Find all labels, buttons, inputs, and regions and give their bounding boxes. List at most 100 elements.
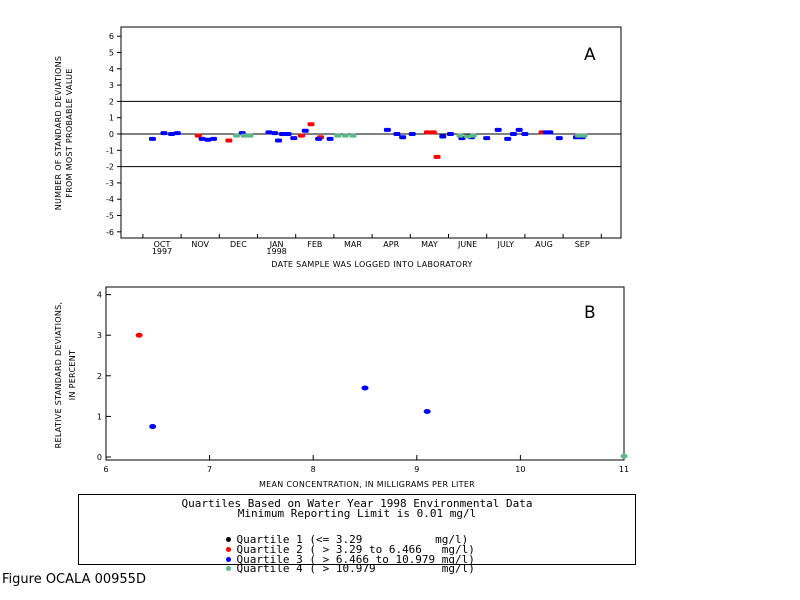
legend-title-line2: Minimum Reporting Limit is 0.01 mg/l: [237, 507, 477, 520]
quartile-3-marker-icon: [225, 557, 231, 562]
data-point-quartile-3: [504, 136, 512, 141]
x-tick-label: 10: [515, 465, 525, 474]
x-tick-label: DEC: [230, 240, 247, 249]
panel-b-y-ticks: 4 3 2 1 0: [97, 291, 111, 462]
data-point-quartile-3: [173, 131, 181, 136]
data-point-quartile-4: [349, 133, 357, 138]
data-point-quartile-3: [555, 136, 563, 141]
y-tick-label: 2: [97, 372, 102, 381]
data-point-quartile-3: [210, 136, 218, 141]
y-tick-label: -4: [106, 195, 114, 204]
x-tick-label: 6: [103, 465, 108, 474]
data-point-quartile-4: [580, 133, 588, 138]
panel-b-y-axis-title-line1: RELATIVE STANDARD DEVIATIONS,: [54, 302, 63, 449]
data-point-quartile-3: [439, 134, 447, 139]
legend-entry-quartile-4: Quartile 4 ( > 10.979 mg/l): [199, 552, 475, 585]
quartile-4-marker-icon: [225, 566, 231, 571]
x-tick-label: FEB: [307, 240, 322, 249]
data-point-quartile-3: [168, 132, 176, 136]
legend-box: Quartiles Based on Water Year 1998 Envir…: [78, 494, 636, 574]
data-point-quartile-3: [399, 135, 407, 140]
x-tick-label: APR: [383, 240, 399, 249]
panel-a-y-ticks: 6 5 4 3 2 1 0 -1 -2 -3 -4 -5 -6: [106, 32, 121, 237]
data-point-quartile-3: [521, 132, 529, 136]
data-point-quartile-3: [284, 132, 292, 136]
data-point-quartile-3: [271, 131, 279, 136]
data-point-quartile-4: [246, 133, 254, 138]
x-year-label: 1997: [152, 247, 172, 256]
data-point-quartile-2: [225, 138, 233, 143]
legend-entry-label: Quartile 3 ( > 6.466 to 10.979 mg/l): [236, 553, 475, 566]
x-tick-label: JUNE: [457, 240, 477, 249]
panel-a-frame: [120, 26, 622, 239]
data-point-quartile-3: [494, 127, 502, 132]
data-point-quartile-2: [297, 133, 305, 138]
data-point-quartile-4: [232, 133, 240, 138]
panel-a-x-axis-title: DATE SAMPLE WAS LOGGED INTO LABORATORY: [271, 260, 472, 269]
data-point-quartile-3: [148, 136, 156, 141]
data-point-quartile-2: [307, 122, 315, 127]
panel-a-y-axis-title-line2: FROM MOST PROBABLE VALUE: [65, 68, 74, 197]
y-tick-label: -5: [106, 212, 114, 221]
legend-entry-label: Quartile 2 ( > 3.29 to 6.466 mg/l): [236, 543, 475, 556]
x-tick-label: JULY: [497, 240, 515, 249]
quartile-1-marker-icon: [225, 537, 231, 542]
data-point-quartile-4: [464, 134, 472, 139]
data-point-quartile-3: [326, 136, 334, 141]
y-tick-label: 4: [109, 65, 114, 74]
data-point-quartile-4: [334, 133, 342, 138]
data-point-quartile-3: [275, 138, 283, 143]
y-tick-label: 2: [109, 97, 114, 106]
data-point-quartile-4: [240, 133, 248, 138]
panel-a-chart: 6 5 4 3 2 1 0 -1 -2 -3 -4 -5 -6 OCT NOV DEC JAN FEB MAR AP…: [54, 26, 622, 269]
legend-title-line1: Quartiles Based on Water Year 1998 Envir…: [181, 497, 533, 510]
data-point-quartile-3: [423, 409, 431, 415]
y-tick-label: -3: [106, 179, 114, 188]
y-tick-label: 1: [97, 412, 102, 421]
y-tick-label: 5: [109, 49, 114, 58]
panel-b-points: [135, 332, 628, 459]
data-point-quartile-4: [574, 133, 582, 138]
x-tick-label: OCT: [154, 240, 171, 249]
y-tick-label: -1: [106, 146, 114, 155]
figure-label: Figure OCALA 00955D: [2, 572, 146, 587]
data-point-quartile-2: [135, 332, 143, 338]
panel-a-points: [148, 122, 588, 159]
data-point-quartile-3: [361, 385, 369, 391]
data-point-quartile-4: [620, 453, 628, 459]
quartile-2-marker-icon: [225, 547, 231, 552]
data-point-quartile-3: [315, 136, 323, 141]
legend-entry-quartile-3: Quartile 3 ( > 6.466 to 10.979 mg/l): [199, 543, 475, 576]
x-tick-label: MAY: [421, 240, 438, 249]
x-tick-label: MAR: [344, 240, 362, 249]
legend-entry-quartile-2: Quartile 2 ( > 3.29 to 6.466 mg/l): [199, 533, 475, 566]
panel-a-y-axis-title-line1: NUMBER OF STANDARD DEVIATIONS: [54, 56, 63, 211]
x-tick-label: 8: [311, 465, 316, 474]
data-point-quartile-3: [408, 132, 416, 136]
data-point-quartile-2: [433, 154, 441, 159]
data-point-quartile-3: [446, 132, 454, 136]
panel-b-frame: [105, 286, 625, 461]
x-tick-label: SEP: [575, 240, 590, 249]
data-point-quartile-3: [278, 132, 286, 136]
legend-entry-label: Quartile 1 (<= 3.29 mg/l): [236, 533, 469, 546]
x-tick-label: AUG: [535, 240, 553, 249]
data-point-quartile-3: [483, 136, 491, 141]
y-tick-label: 0: [109, 130, 114, 139]
y-tick-label: 0: [97, 453, 102, 462]
data-point-quartile-3: [301, 128, 309, 133]
x-tick-label: 11: [619, 465, 629, 474]
y-tick-label: 4: [97, 291, 102, 300]
legend-entry-quartile-1: Quartile 1 (<= 3.29 mg/l): [199, 523, 468, 556]
x-tick-label: 7: [207, 465, 212, 474]
data-point-quartile-3: [160, 131, 168, 136]
panel-a-letter: A: [584, 45, 596, 65]
data-point-quartile-4: [469, 133, 477, 138]
x-tick-label: JAN: [269, 240, 284, 249]
panel-b-x-ticks: 6 7 8 9 10 11: [103, 455, 629, 474]
data-point-quartile-3: [149, 424, 157, 430]
data-point-quartile-2: [194, 133, 202, 138]
data-point-quartile-3: [509, 132, 517, 136]
y-tick-label: 3: [109, 81, 114, 90]
